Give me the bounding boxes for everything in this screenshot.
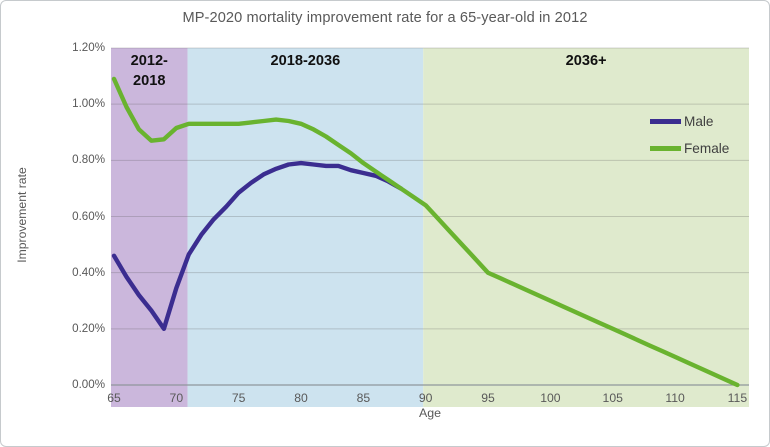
region-label-2018-2036: 2018-2036 [270, 53, 341, 69]
y-tick-label: 0.20% [72, 321, 105, 335]
legend-swatch-female [650, 146, 681, 151]
y-tick-label: 0.40% [72, 265, 105, 279]
legend-swatch-male [650, 119, 681, 124]
y-tick-label: 1.00% [72, 97, 105, 111]
region-label-2012-2018: 2012-2018 [130, 53, 168, 89]
region-label-2036+: 2036+ [565, 53, 607, 69]
y-tick-label: 0.60% [72, 209, 105, 223]
legend-item-female: Female [650, 135, 729, 162]
y-tick-label: 1.20% [72, 41, 105, 54]
series-line-female [111, 76, 740, 388]
x-tick-label: 105 [602, 391, 623, 405]
x-tick-label: 115 [727, 391, 748, 405]
y-axis-title: Improvement rate [15, 167, 29, 263]
y-tick-label: 0.80% [72, 153, 105, 167]
x-tick-label: 80 [294, 391, 308, 405]
x-tick-label: 70 [169, 391, 184, 405]
x-tick-label: 90 [418, 391, 433, 405]
y-tick-label: 0.00% [72, 378, 105, 391]
x-tick-label: 85 [356, 391, 371, 405]
region-band-2018-2036 [187, 48, 424, 407]
x-tick-label: 75 [231, 391, 246, 405]
legend: Male Female [650, 108, 729, 162]
region-band-2036+ [423, 48, 749, 407]
region-band-2012-2018 [111, 48, 188, 407]
legend-item-male: Male [650, 108, 729, 135]
series-line-male [111, 160, 403, 331]
x-axis-title: Age [418, 406, 442, 420]
x-tick-label: 110 [665, 391, 685, 405]
x-tick-label: 65 [107, 391, 121, 405]
legend-label: Female [684, 141, 730, 156]
x-tick-label: 100 [540, 391, 561, 405]
chart-title: MP-2020 mortality improvement rate for a… [182, 10, 588, 26]
x-tick-label: 95 [481, 391, 495, 405]
legend-label: Male [684, 114, 714, 129]
